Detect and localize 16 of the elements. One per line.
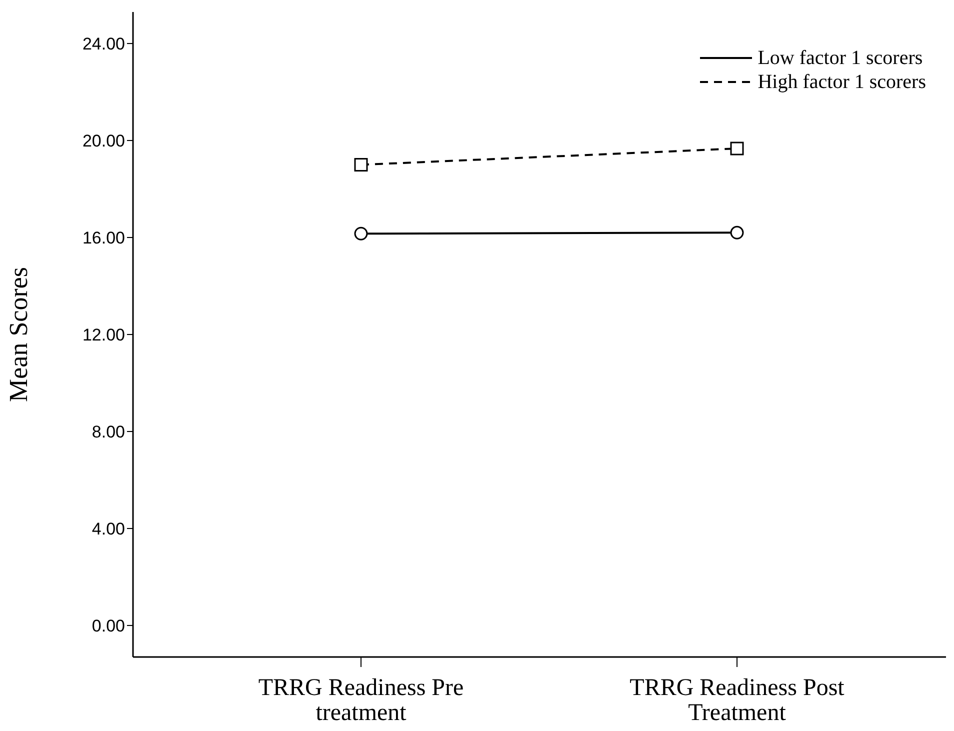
y-tick-label: 8.00	[92, 422, 125, 442]
x-tick-label: TRRG Readiness Pre treatment	[258, 675, 464, 726]
point	[354, 158, 368, 172]
y-tick-label: 16.00	[82, 228, 125, 248]
point	[730, 226, 744, 240]
y-tick-label: 4.00	[92, 520, 125, 539]
y-tick-label: 12.00	[82, 326, 125, 345]
x-tick-label: TRRG Readiness Post Treatment	[630, 675, 845, 726]
y-tick-label: 20.00	[82, 132, 125, 151]
point	[730, 142, 744, 156]
y-tick-label: 0.00	[92, 616, 125, 636]
legend-label: Low factor 1 scorers	[758, 46, 923, 70]
y-tick-label: 24.00	[82, 34, 125, 54]
y-axis-title: Mean Scores	[4, 266, 34, 402]
legend-label: High factor 1 scorers	[758, 70, 926, 94]
point	[354, 226, 368, 240]
